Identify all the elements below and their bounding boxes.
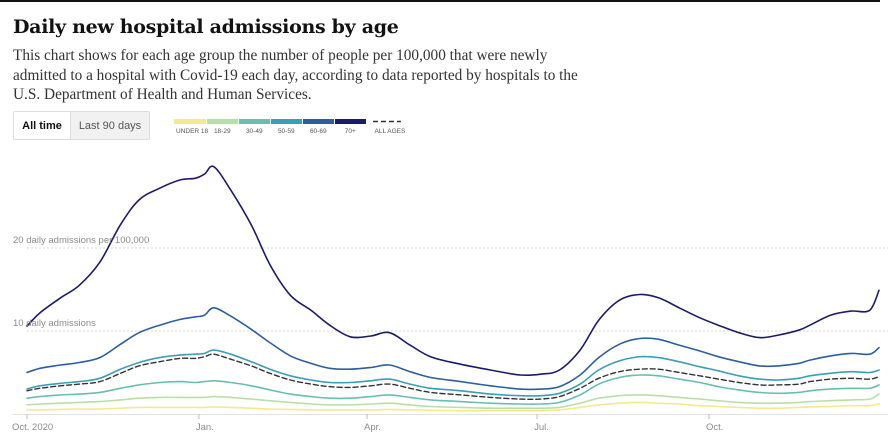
legend-label: 30-49 [245, 128, 263, 135]
last-90-days-button[interactable]: Last 90 days [70, 112, 149, 139]
x-tick-label: Jan. [196, 422, 214, 433]
legend-swatch [206, 119, 238, 124]
legend-item-all-ages: ALL AGES [372, 119, 407, 135]
legend-label: 50-59 [277, 128, 295, 135]
series-line-18-29 [26, 393, 880, 410]
series-line-30-49 [26, 374, 880, 405]
legend-item-50-59: 50-59 [270, 119, 302, 135]
legend-item-30-49: 30-49 [238, 119, 270, 135]
dashed-line-icon [372, 119, 407, 124]
legend-label: 18-29 [213, 128, 231, 135]
legend-item-70-plus: 70+ [334, 119, 366, 135]
time-range-toggle: All time Last 90 days [13, 111, 150, 140]
legend-swatch [334, 119, 366, 124]
legend-item-60-69: 60-69 [302, 119, 334, 135]
legend-swatch [174, 119, 206, 124]
series-line-all-ages [26, 353, 880, 401]
series-line-60-69 [26, 307, 880, 391]
gridlines [27, 247, 888, 332]
legend-label: ALL AGES [374, 128, 406, 135]
legend-item-under-18: UNDER 18 [174, 119, 209, 135]
chart-description: This chart shows for each age group the … [13, 47, 578, 103]
legend-label: 70+ [344, 128, 356, 135]
x-axis: Oct. 2020 Jan. Apr. Jul. Oct. [12, 414, 888, 433]
legend-swatch [270, 119, 302, 124]
series-line-70-plus [26, 165, 880, 377]
legend-label: UNDER 18 [176, 128, 209, 135]
gridline-label: 20 daily admissions per 100,000 [13, 235, 149, 246]
x-tick-label: Apr. [364, 422, 381, 433]
legend-swatch [302, 119, 334, 124]
legend-item-18-29: 18-29 [206, 119, 238, 135]
top-rule [0, 0, 880, 2]
series-lines [26, 165, 880, 412]
all-time-button[interactable]: All time [14, 112, 70, 139]
chart-title: Daily new hospital admissions by age [13, 16, 399, 38]
gridline-labels: 10 daily admissions 20 daily admissions p… [13, 235, 149, 329]
legend-label: 60-69 [309, 128, 327, 135]
x-tick-label: Jul. [534, 422, 549, 433]
series-line-50-59 [26, 349, 880, 397]
legend-swatch [238, 119, 270, 124]
x-tick-label: Oct. 2020 [12, 422, 53, 433]
line-chart: Oct. 2020 Jan. Apr. Jul. Oct. 10 daily admis… [12, 165, 888, 433]
series-line-under-18 [26, 401, 880, 412]
legend: UNDER 18 18-29 30-49 50-59 60-69 70+ ALL… [174, 119, 407, 135]
gridline-label: 10 daily admissions [13, 318, 96, 329]
x-tick-label: Oct. [706, 422, 723, 433]
